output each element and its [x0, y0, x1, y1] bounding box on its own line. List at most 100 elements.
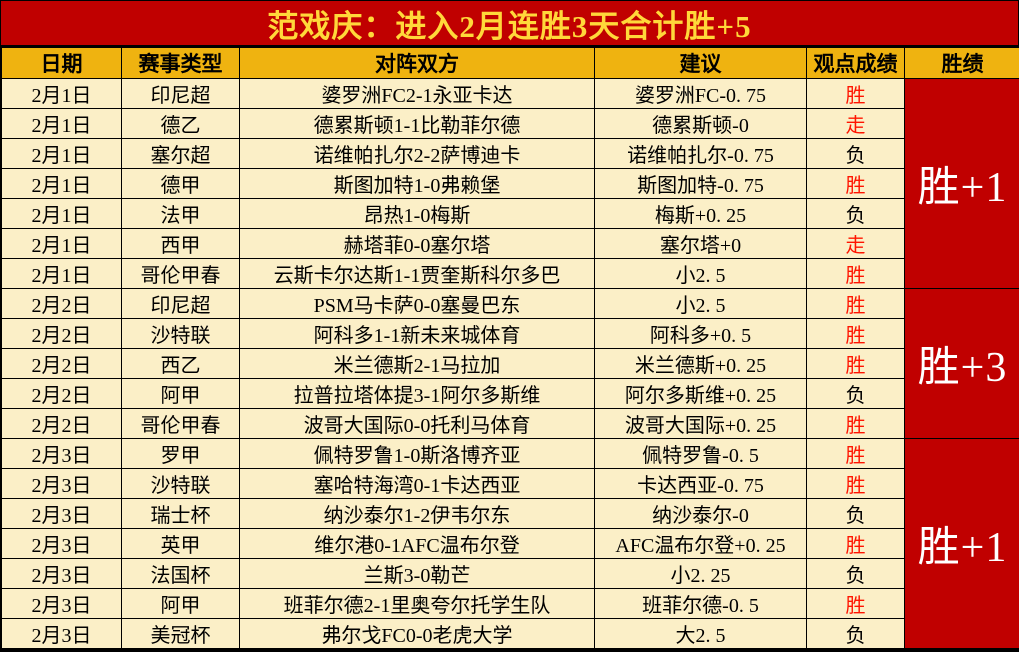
table-row: 2月2日 西乙 米兰德斯2-1马拉加 米兰德斯+0. 25 胜 — [1, 348, 1019, 379]
cell-league: 英甲 — [121, 528, 240, 559]
cell-result: 胜 — [806, 438, 905, 469]
cell-result: 走 — [806, 228, 905, 259]
cell-date: 2月2日 — [1, 348, 122, 379]
cell-league: 塞尔超 — [121, 138, 240, 169]
cell-match: 诺维帕扎尔2-2萨博迪卡 — [239, 138, 595, 169]
cell-date: 2月2日 — [1, 408, 122, 439]
cell-date: 2月3日 — [1, 468, 122, 499]
cell-result: 负 — [806, 498, 905, 529]
cell-suggestion: 小2. 5 — [594, 258, 807, 289]
cell-suggestion: 大2. 5 — [594, 618, 807, 649]
cell-date: 2月1日 — [1, 228, 122, 259]
table-row: 2月2日 印尼超 PSM马卡萨0-0塞曼巴东 小2. 5 胜胜+3 — [1, 288, 1019, 439]
cell-result: 胜 — [806, 588, 905, 619]
cell-match: 纳沙泰尔1-2伊韦尔东 — [239, 498, 595, 529]
cell-date: 2月1日 — [1, 108, 122, 139]
cell-match: 米兰德斯2-1马拉加 — [239, 348, 595, 379]
table-row: 2月2日 哥伦甲春 波哥大国际0-0托利马体育 波哥大国际+0. 25 胜 — [1, 408, 1019, 439]
group-record-cell: 胜+1 — [904, 78, 1019, 289]
cell-suggestion: 米兰德斯+0. 25 — [594, 348, 807, 379]
table-body: 2月1日 印尼超 婆罗洲FC2-1永亚卡达 婆罗洲FC-0. 75 胜胜+1 2月1日 德乙… — [1, 78, 1019, 649]
cell-date: 2月2日 — [1, 318, 122, 349]
table-row: 2月1日 印尼超 婆罗洲FC2-1永亚卡达 婆罗洲FC-0. 75 胜胜+1 — [1, 78, 1019, 289]
cell-league: 印尼超 — [121, 288, 240, 319]
cell-result: 负 — [806, 198, 905, 229]
table-row: 2月3日 英甲 维尔港0-1AFC温布尔登 AFC温布尔登+0. 25 胜 — [1, 528, 1019, 559]
table-row: 2月2日 阿甲 拉普拉塔体提3-1阿尔多斯维 阿尔多斯维+0. 25 负 — [1, 378, 1019, 409]
cell-date: 2月1日 — [1, 198, 122, 229]
cell-suggestion: 佩特罗鲁-0. 5 — [594, 438, 807, 469]
cell-league: 印尼超 — [121, 78, 240, 109]
cell-league: 哥伦甲春 — [121, 408, 240, 439]
cell-league: 阿甲 — [121, 378, 240, 409]
header-row: 日期 赛事类型 对阵双方 建议 观点成绩 胜绩 — [1, 47, 1019, 79]
group-record-cell: 胜+3 — [904, 288, 1019, 439]
cell-suggestion: 德累斯顿-0 — [594, 108, 807, 139]
table-row: 2月3日 法国杯 兰斯3-0勒芒 小2. 25 负 — [1, 558, 1019, 589]
table-header: 日期 赛事类型 对阵双方 建议 观点成绩 胜绩 — [1, 47, 1019, 79]
cell-suggestion: 婆罗洲FC-0. 75 — [594, 78, 807, 109]
cell-league: 法甲 — [121, 198, 240, 229]
cell-result: 负 — [806, 138, 905, 169]
cell-match: 波哥大国际0-0托利马体育 — [239, 408, 595, 439]
column-header-match: 对阵双方 — [239, 47, 595, 79]
cell-result: 胜 — [806, 408, 905, 439]
cell-date: 2月1日 — [1, 78, 122, 109]
cell-suggestion: 梅斯+0. 25 — [594, 198, 807, 229]
cell-league: 罗甲 — [121, 438, 240, 469]
cell-result: 走 — [806, 108, 905, 139]
cell-result: 胜 — [806, 288, 905, 319]
cell-result: 负 — [806, 378, 905, 409]
cell-suggestion: 班菲尔德-0. 5 — [594, 588, 807, 619]
cell-result: 负 — [806, 618, 905, 649]
cell-suggestion: 纳沙泰尔-0 — [594, 498, 807, 529]
cell-match: 德累斯顿1-1比勒菲尔德 — [239, 108, 595, 139]
cell-suggestion: 波哥大国际+0. 25 — [594, 408, 807, 439]
cell-match: 云斯卡尔达斯1-1贾奎斯科尔多巴 — [239, 258, 595, 289]
cell-suggestion: 小2. 25 — [594, 558, 807, 589]
table-row: 2月3日 沙特联 塞哈特海湾0-1卡达西亚 卡达西亚-0. 75 胜 — [1, 468, 1019, 499]
cell-league: 沙特联 — [121, 318, 240, 349]
cell-result: 胜 — [806, 78, 905, 109]
results-table-wrapper: 日期 赛事类型 对阵双方 建议 观点成绩 胜绩 2月1日 印尼超 婆罗洲FC2-1永… — [0, 47, 1019, 652]
title-banner: 范戏庆：进入2月连胜3天合计胜+5 — [0, 0, 1019, 47]
cell-date: 2月3日 — [1, 498, 122, 529]
table-row: 2月3日 瑞士杯 纳沙泰尔1-2伊韦尔东 纳沙泰尔-0 负 — [1, 498, 1019, 529]
cell-league: 沙特联 — [121, 468, 240, 499]
cell-suggestion: 卡达西亚-0. 75 — [594, 468, 807, 499]
cell-match: 昂热1-0梅斯 — [239, 198, 595, 229]
cell-league: 阿甲 — [121, 588, 240, 619]
cell-match: 维尔港0-1AFC温布尔登 — [239, 528, 595, 559]
cell-date: 2月3日 — [1, 558, 122, 589]
cell-league: 德乙 — [121, 108, 240, 139]
cell-league: 德甲 — [121, 168, 240, 199]
cell-date: 2月3日 — [1, 528, 122, 559]
cell-league: 西甲 — [121, 228, 240, 259]
table-row: 2月1日 德乙 德累斯顿1-1比勒菲尔德 德累斯顿-0 走 — [1, 108, 1019, 139]
page-title: 范戏庆：进入2月连胜3天合计胜+5 — [267, 8, 752, 44]
cell-match: 弗尔戈FC0-0老虎大学 — [239, 618, 595, 649]
cell-suggestion: AFC温布尔登+0. 25 — [594, 528, 807, 559]
cell-date: 2月3日 — [1, 438, 122, 469]
cell-result: 胜 — [806, 258, 905, 289]
cell-result: 负 — [806, 558, 905, 589]
cell-match: 斯图加特1-0弗赖堡 — [239, 168, 595, 199]
cell-match: 班菲尔德2-1里奥夸尔托学生队 — [239, 588, 595, 619]
table-row: 2月1日 西甲 赫塔菲0-0塞尔塔 塞尔塔+0 走 — [1, 228, 1019, 259]
table-row: 2月3日 罗甲 佩特罗鲁1-0斯洛博齐亚 佩特罗鲁-0. 5 胜胜+1 — [1, 438, 1019, 649]
cell-match: 婆罗洲FC2-1永亚卡达 — [239, 78, 595, 109]
cell-match: 兰斯3-0勒芒 — [239, 558, 595, 589]
cell-date: 2月3日 — [1, 618, 122, 649]
table-row: 2月1日 法甲 昂热1-0梅斯 梅斯+0. 25 负 — [1, 198, 1019, 229]
cell-suggestion: 阿尔多斯维+0. 25 — [594, 378, 807, 409]
cell-date: 2月1日 — [1, 258, 122, 289]
cell-league: 法国杯 — [121, 558, 240, 589]
cell-result: 胜 — [806, 468, 905, 499]
cell-league: 美冠杯 — [121, 618, 240, 649]
cell-league: 哥伦甲春 — [121, 258, 240, 289]
results-table: 日期 赛事类型 对阵双方 建议 观点成绩 胜绩 2月1日 印尼超 婆罗洲FC2-1永… — [1, 47, 1019, 649]
